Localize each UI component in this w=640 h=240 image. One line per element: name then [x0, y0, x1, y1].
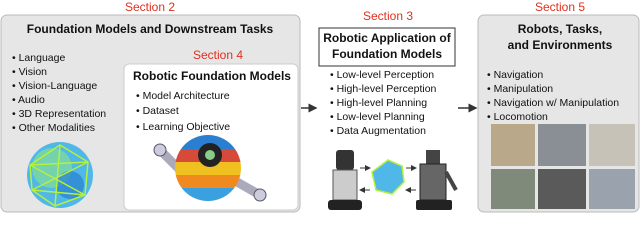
- list-item: • Audio: [12, 94, 45, 106]
- section5-list: • Navigation • Manipulation • Navigation…: [487, 69, 619, 123]
- section3-title-box: [318, 27, 456, 67]
- list-item: • Data Augmentation: [330, 125, 426, 137]
- list-item: • Model Architecture: [136, 90, 230, 102]
- section-label: Section 5: [535, 0, 585, 14]
- list-item: • Navigation: [487, 69, 543, 81]
- list-item: • Navigation w/ Manipulation: [487, 97, 619, 109]
- section2-list: • Language • Vision • Vision-Language • …: [12, 52, 106, 134]
- list-item: • Vision: [12, 66, 47, 78]
- section-title: Robotic Application of: [323, 31, 452, 45]
- robots-illustration: [328, 150, 458, 210]
- list-item: • Language: [12, 52, 65, 64]
- robot-arm-icon: [153, 135, 267, 202]
- section3-list: • Low-level Perception • High-level Perc…: [330, 69, 437, 137]
- section-label: Section 2: [125, 0, 175, 14]
- list-item: • High-level Perception: [330, 83, 437, 95]
- section-title: Foundation Models: [332, 47, 442, 61]
- list-item: • Learning Objective: [136, 121, 230, 133]
- photo-grid: [491, 124, 635, 209]
- list-item: • Locomotion: [487, 111, 548, 123]
- section-title: Robotic Foundation Models: [133, 69, 291, 83]
- list-item: • Other Modalities: [12, 122, 95, 134]
- list-item: • High-level Planning: [330, 97, 427, 109]
- section-title: Foundation Models and Downstream Tasks: [27, 22, 274, 36]
- section-title: and Environments: [508, 38, 613, 52]
- list-item: • Manipulation: [487, 83, 553, 95]
- list-item: • Dataset: [136, 105, 179, 117]
- list-item: • Low-level Planning: [330, 111, 425, 123]
- list-item: • 3D Representation: [12, 108, 106, 120]
- list-item: • Low-level Perception: [330, 69, 434, 81]
- section4-list: • Model Architecture • Dataset • Learnin…: [136, 90, 230, 133]
- list-item: • Vision-Language: [12, 80, 97, 92]
- section-label: Section 4: [193, 48, 243, 62]
- diagram: Section 2 Foundation Models and Downstre…: [0, 0, 640, 213]
- section-label: Section 3: [363, 9, 413, 23]
- section-title: Robots, Tasks,: [518, 22, 602, 36]
- sphere-icon: [27, 142, 93, 208]
